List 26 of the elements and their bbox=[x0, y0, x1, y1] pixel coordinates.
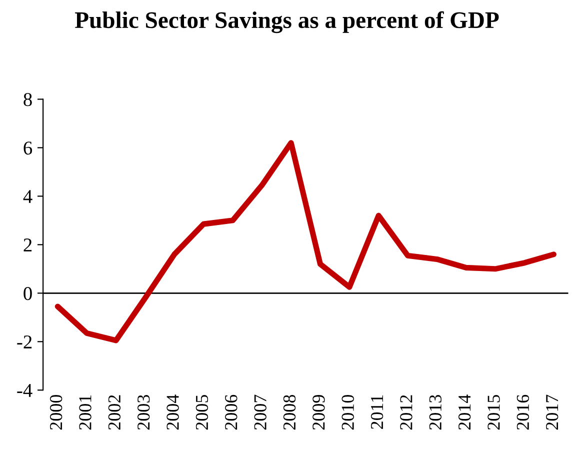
x-tick-label: 2007 bbox=[254, 394, 266, 430]
x-tick-label: 2003 bbox=[138, 394, 150, 430]
y-tick-label: 4 bbox=[23, 190, 32, 203]
y-tick-label: -2 bbox=[17, 336, 32, 348]
x-tick-label: 2016 bbox=[516, 394, 530, 430]
y-tick-label: -4 bbox=[17, 384, 32, 397]
x-tick-label: 2006 bbox=[225, 394, 238, 430]
chart-title: Public Sector Savings as a percent of GDP bbox=[75, 11, 499, 34]
x-tick-label: 2017 bbox=[546, 394, 558, 430]
y-tick-label: 8 bbox=[24, 93, 32, 106]
x-tick-label: 2010 bbox=[342, 394, 354, 430]
x-tick-label: 2011 bbox=[370, 395, 384, 429]
x-tick-label: 2001 bbox=[79, 395, 92, 430]
x-tick-label: 2008 bbox=[283, 394, 296, 430]
x-tick-label: 2009 bbox=[312, 395, 325, 430]
x-tick-label: 2014 bbox=[458, 394, 471, 430]
y-tick-label: 6 bbox=[24, 142, 32, 155]
x-tick-label: 2012 bbox=[400, 395, 412, 430]
y-tick-label: 2 bbox=[24, 238, 32, 252]
x-tick-label: 2000 bbox=[50, 394, 62, 430]
x-tick-label: 2002 bbox=[108, 395, 121, 430]
x-tick-label: 2015 bbox=[488, 394, 500, 430]
y-tick-label: 0 bbox=[24, 286, 32, 300]
x-tick-label: 2004 bbox=[166, 394, 179, 430]
x-tick-label: 2005 bbox=[196, 394, 208, 430]
x-tick-label: 2013 bbox=[429, 394, 442, 430]
